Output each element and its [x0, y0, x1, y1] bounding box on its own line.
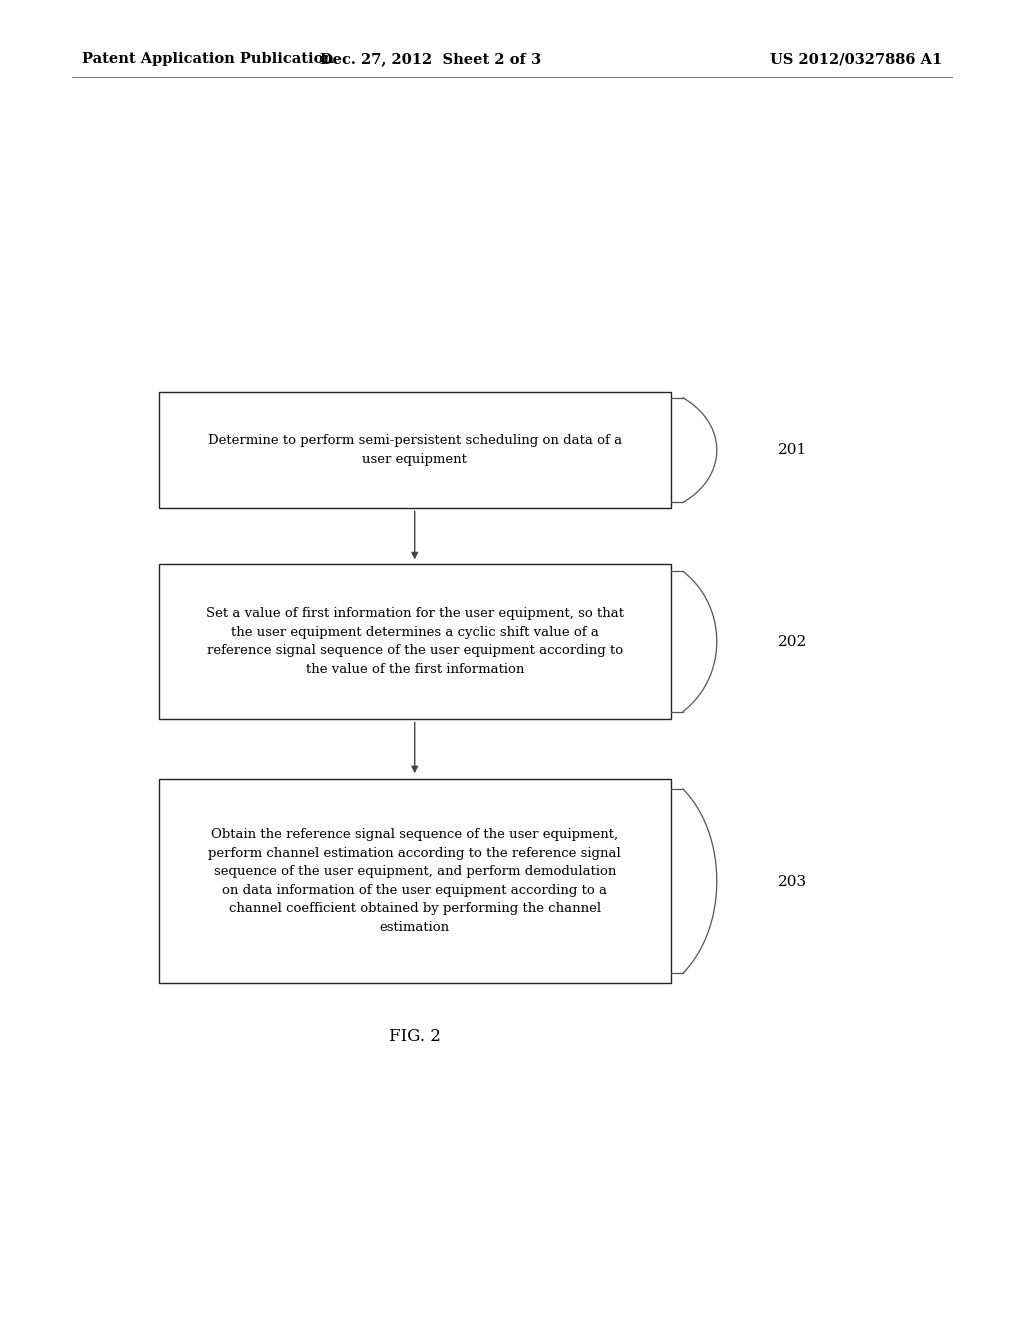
Bar: [159, 779, 671, 983]
Text: Determine to perform semi-persistent scheduling on data of a
user equipment: Determine to perform semi-persistent sch…: [208, 434, 622, 466]
Text: Dec. 27, 2012  Sheet 2 of 3: Dec. 27, 2012 Sheet 2 of 3: [319, 53, 541, 66]
Text: 203: 203: [778, 875, 807, 888]
Text: US 2012/0327886 A1: US 2012/0327886 A1: [770, 53, 942, 66]
Text: 202: 202: [778, 635, 808, 648]
Text: FIG. 2: FIG. 2: [389, 1028, 440, 1044]
Text: 201: 201: [778, 444, 808, 457]
Bar: [159, 564, 671, 719]
Bar: [159, 392, 671, 508]
Text: Patent Application Publication: Patent Application Publication: [82, 53, 334, 66]
Text: Set a value of first information for the user equipment, so that
the user equipm: Set a value of first information for the…: [206, 607, 624, 676]
Text: Obtain the reference signal sequence of the user equipment,
perform channel esti: Obtain the reference signal sequence of …: [208, 829, 622, 933]
